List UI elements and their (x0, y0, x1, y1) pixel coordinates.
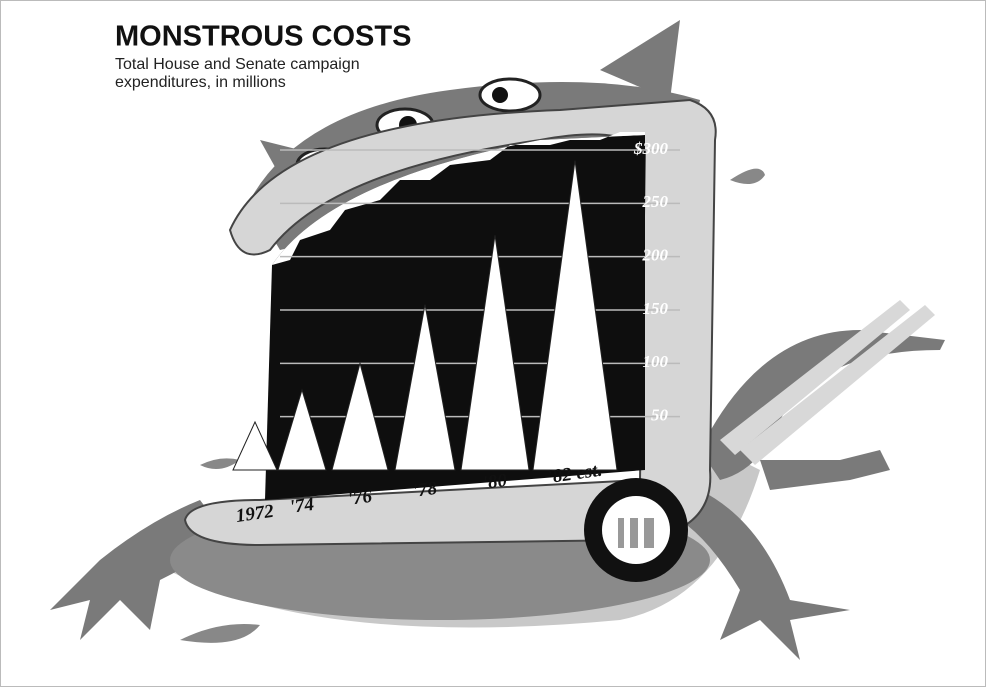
bar (394, 304, 456, 471)
y-tick-label: 250 (642, 192, 669, 211)
y-tick-label: 150 (643, 299, 669, 318)
y-tick-label: 50 (651, 406, 669, 425)
x-tick-label: '74 (288, 494, 315, 518)
y-tick-label: 100 (643, 352, 669, 371)
x-tick-label: '78 (411, 478, 438, 502)
bar (277, 388, 327, 471)
bar (460, 235, 530, 471)
chart-subtitle: Total House and Senate campaign expendit… (115, 56, 360, 91)
x-tick-label: '80 (481, 470, 508, 494)
y-tick-label: 200 (642, 246, 669, 265)
bar (532, 160, 618, 471)
y-tick-label: $300 (633, 139, 669, 158)
bar (232, 420, 278, 471)
x-tick-label: '76 (346, 486, 373, 510)
subtitle-box: Total House and Senate campaign expendit… (115, 56, 360, 91)
chart-title: MONSTROUS COSTS (115, 21, 411, 53)
bar (331, 361, 389, 471)
